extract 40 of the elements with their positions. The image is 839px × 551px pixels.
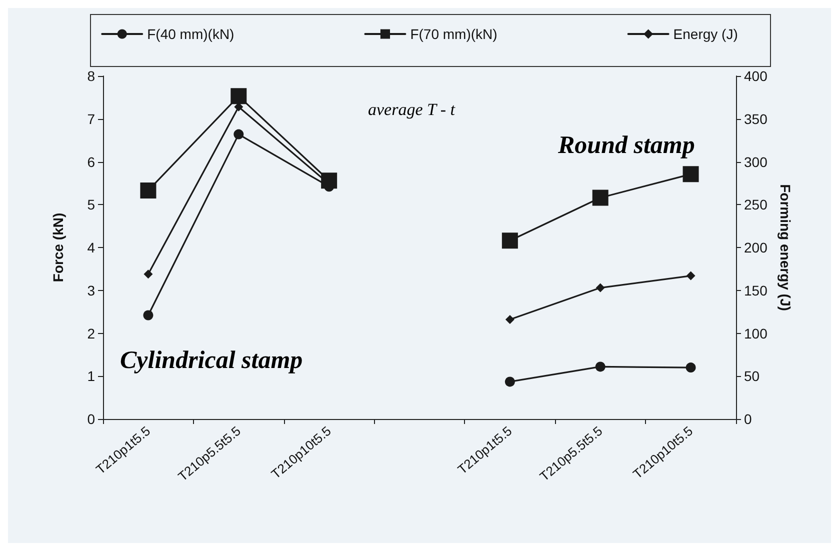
y2-tick-label: 0 bbox=[744, 411, 752, 427]
annotation: Cylindrical stamp bbox=[120, 347, 303, 374]
legend-label: F(40 mm)(kN) bbox=[147, 26, 234, 42]
y-tick-label: 7 bbox=[87, 110, 96, 127]
y-axis-title: Force (kN) bbox=[50, 212, 66, 282]
point bbox=[230, 88, 247, 104]
y-tick-label: 0 bbox=[87, 411, 96, 427]
point bbox=[596, 283, 605, 292]
y-tick-label: 8 bbox=[87, 68, 96, 84]
point bbox=[686, 362, 696, 373]
point bbox=[686, 271, 696, 280]
point bbox=[592, 190, 608, 206]
point bbox=[502, 232, 518, 249]
y2-tick-label: 50 bbox=[744, 368, 760, 384]
y2-tick-label: 200 bbox=[744, 240, 768, 256]
point bbox=[140, 182, 156, 198]
point bbox=[234, 129, 244, 140]
y2-tick-label: 300 bbox=[744, 154, 768, 170]
annotation: Round stamp bbox=[557, 132, 695, 159]
annotation: average T - t bbox=[368, 100, 456, 119]
point bbox=[144, 270, 153, 279]
legend-label: F(70 mm)(kN) bbox=[410, 26, 498, 42]
y-tick-label: 3 bbox=[87, 282, 96, 298]
y-tick-label: 1 bbox=[87, 368, 96, 384]
y2-tick-label: 400 bbox=[744, 68, 768, 84]
point bbox=[682, 166, 699, 182]
y-tick-label: 2 bbox=[87, 325, 96, 342]
point bbox=[505, 315, 514, 324]
y-tick-label: 4 bbox=[87, 240, 96, 256]
y2-axis-title: Forming energy (J) bbox=[777, 184, 794, 311]
y2-tick-label: 100 bbox=[744, 325, 768, 342]
y-tick-label: 6 bbox=[87, 154, 96, 170]
y-tick-label: 5 bbox=[87, 196, 96, 213]
y2-tick-label: 250 bbox=[744, 196, 768, 213]
point bbox=[595, 362, 606, 372]
legend-label: Energy (J) bbox=[673, 26, 738, 42]
y2-tick-label: 350 bbox=[744, 110, 768, 127]
point bbox=[143, 310, 154, 320]
point bbox=[504, 376, 515, 387]
y2-tick-label: 150 bbox=[744, 282, 768, 298]
